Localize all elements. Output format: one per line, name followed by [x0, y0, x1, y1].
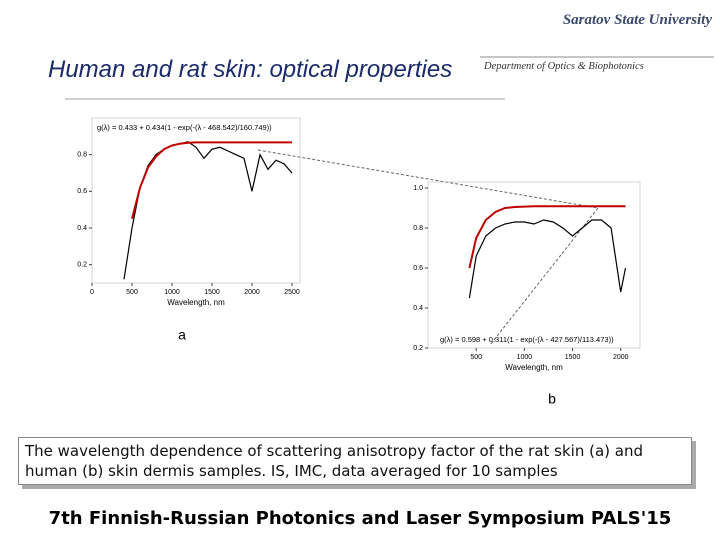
x-tick-label: 1500 [565, 354, 581, 361]
y-tick-label: 0.8 [77, 152, 87, 159]
y-tick-label: 0.2 [413, 345, 423, 352]
series-line [468, 219, 627, 299]
plot-frame [91, 117, 301, 284]
formula: g(λ) = 0.598 + 0.311(1 - exp(-(λ - 427.5… [440, 335, 614, 344]
x-tick-label: 2000 [613, 354, 629, 361]
y-tick-label: 0.4 [77, 225, 87, 232]
connector [257, 149, 599, 209]
caption: The wavelength dependence of scattering … [18, 437, 692, 485]
x-tick-label: 0 [90, 289, 94, 296]
connector [489, 207, 599, 346]
footer: 7th Finnish-Russian Photonics and Laser … [48, 508, 672, 529]
x-tick-label: 2500 [284, 289, 300, 296]
plot-frame [427, 181, 641, 349]
y-tick-label: 0.4 [413, 305, 423, 312]
department: Department of Optics & Biophotonics [484, 61, 644, 72]
y-tick-label: 0.2 [77, 262, 87, 269]
x-tick-label: 1000 [517, 354, 533, 361]
slide-title: Human and rat skin: optical properties [48, 56, 453, 83]
x-tick-label: 500 [126, 289, 138, 296]
x-tick-label: 2000 [244, 289, 260, 296]
formula: g(λ) = 0.433 + 0.434(1 - exp(-(λ - 468.5… [97, 123, 272, 132]
y-tick-label: 0.6 [77, 188, 87, 195]
x-tick-label: 1500 [204, 289, 220, 296]
institution: Saratov State University [562, 12, 712, 28]
x-axis-label: Wavelength, nm [167, 298, 225, 307]
series-line [468, 205, 626, 269]
charts: 0 500 1000 1500 2000 2500 0.2 0.4 0.6 0.8 Waveleng… [65, 56, 714, 407]
series-line [123, 141, 293, 280]
x-axis-label: Wavelength, nm [505, 363, 563, 372]
x-tick-label: 1000 [164, 289, 180, 296]
y-tick-label: 1.0 [413, 185, 423, 192]
panel-label: a [178, 327, 186, 343]
y-tick-label: 0.8 [413, 225, 423, 232]
y-tick-label: 0.6 [413, 265, 423, 272]
series-line [131, 141, 292, 220]
panel-label: b [548, 391, 556, 407]
x-tick-label: 500 [470, 354, 482, 361]
